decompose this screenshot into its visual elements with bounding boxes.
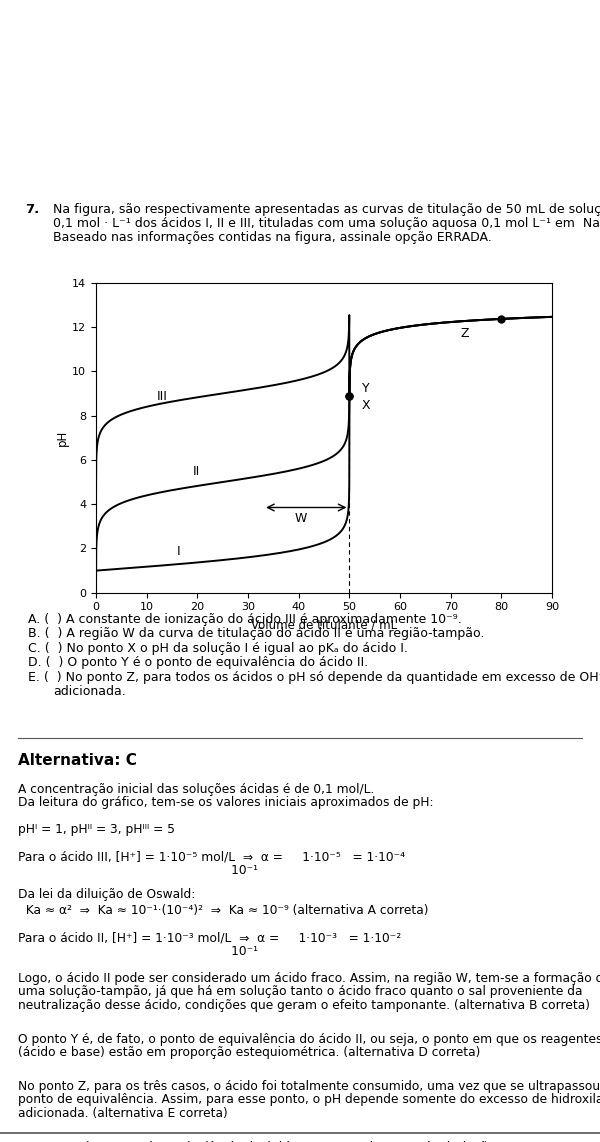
Text: A concentração inicial das soluções ácidas é de 0,1 mol/L.: A concentração inicial das soluções ácid… xyxy=(18,783,374,796)
Text: D. (  ) O ponto Y é o ponto de equivalência do ácido II.: D. ( ) O ponto Y é o ponto de equivalênc… xyxy=(28,657,368,669)
Text: Logo, o ácido II pode ser considerado um ácido fraco. Assim, na região W, tem-se: Logo, o ácido II pode ser considerado um… xyxy=(18,972,600,984)
Text: II: II xyxy=(192,466,200,478)
Text: 10⁻¹: 10⁻¹ xyxy=(18,863,258,877)
Text: Ka ≈ α²  ⇒  Ka ≈ 10⁻¹·(10⁻⁴)²  ⇒  Ka ≈ 10⁻⁹ (alternativa A correta): Ka ≈ α² ⇒ Ka ≈ 10⁻¹·(10⁻⁴)² ⇒ Ka ≈ 10⁻⁹ … xyxy=(18,904,428,917)
Text: (ácido e base) estão em proporção estequiométrica. (alternativa D correta): (ácido e base) estão em proporção estequ… xyxy=(18,1046,481,1060)
Text: ITA: ITA xyxy=(217,29,383,120)
Text: ponto de equivalência. Assim, para esse ponto, o pH depende somente do excesso d: ponto de equivalência. Assim, para esse … xyxy=(18,1094,600,1107)
Text: R E S O L V E: R E S O L V E xyxy=(512,49,579,58)
Text: Alternativa: C: Alternativa: C xyxy=(18,753,137,767)
Text: Da lei da diluição de Oswald:: Da lei da diluição de Oswald: xyxy=(18,888,195,901)
Text: O ponto Y é, de fato, o ponto de equivalência do ácido II, ou seja, o ponto em q: O ponto Y é, de fato, o ponto de equival… xyxy=(18,1032,600,1046)
Text: O ponto X é o ponto de equivalência do ácido I. O ponto da curva de titulação em: O ponto X é o ponto de equivalência do á… xyxy=(18,1141,600,1142)
Text: A. (  ) A constante de ionização do ácido III é aproximadamente 10⁻⁹.: A. ( ) A constante de ionização do ácido… xyxy=(28,613,462,626)
Text: Baseado nas informações contidas na figura, assinale opção ERRADA.: Baseado nas informações contidas na figu… xyxy=(53,231,492,243)
Text: III: III xyxy=(157,391,167,403)
Text: C. (  ) No ponto X o pH da solução I é igual ao pKₐ do ácido I.: C. ( ) No ponto X o pH da solução I é ig… xyxy=(28,642,408,654)
Text: neutralização desse ácido, condições que geram o efeito tamponante. (alternativa: neutralização desse ácido, condições que… xyxy=(18,999,590,1012)
Text: W: W xyxy=(295,512,307,525)
Text: Para o ácido II, [H⁺] = 1·10⁻³ mol/L  ⇒  α =     1·10⁻³   = 1·10⁻²: Para o ácido II, [H⁺] = 1·10⁻³ mol/L ⇒ α… xyxy=(18,932,401,944)
Text: Da leitura do gráfico, tem-se os valores iniciais aproximados de pH:: Da leitura do gráfico, tem-se os valores… xyxy=(18,796,433,810)
Text: POLIEDRO: POLIEDRO xyxy=(503,25,579,39)
Text: Z: Z xyxy=(461,327,469,339)
Text: Na figura, são respectivamente apresentadas as curvas de titulação de 50 mL de s: Na figura, são respectivamente apresenta… xyxy=(53,202,600,216)
Text: 7.: 7. xyxy=(25,202,39,216)
Text: B. (  ) A região W da curva de titulação do ácido II é uma região-tampão.: B. ( ) A região W da curva de titulação … xyxy=(28,627,484,641)
Text: adicionada.: adicionada. xyxy=(53,685,126,698)
Text: 2017: 2017 xyxy=(502,90,579,118)
Text: E. (  ) No ponto Z, para todos os ácidos o pH só depende da quantidade em excess: E. ( ) No ponto Z, para todos os ácidos … xyxy=(28,670,600,684)
Text: 0,1 mol · L⁻¹ dos ácidos I, II e III, tituladas com uma solução aquosa 0,1 mol L: 0,1 mol · L⁻¹ dos ácidos I, II e III, ti… xyxy=(53,217,600,230)
Text: Y: Y xyxy=(362,381,370,394)
Text: Para o ácido III, [H⁺] = 1·10⁻⁵ mol/L  ⇒  α =     1·10⁻⁵   = 1·10⁻⁴: Para o ácido III, [H⁺] = 1·10⁻⁵ mol/L ⇒ … xyxy=(18,851,405,863)
Y-axis label: pH: pH xyxy=(56,429,70,445)
Text: adicionada. (alternativa E correta): adicionada. (alternativa E correta) xyxy=(18,1107,228,1120)
Text: No ponto Z, para os três casos, o ácido foi totalmente consumido, uma vez que se: No ponto Z, para os três casos, o ácido … xyxy=(18,1080,600,1093)
Text: 10⁻¹: 10⁻¹ xyxy=(18,944,258,958)
Text: uma solução-tampão, já que há em solução tanto o ácido fraco quanto o sal proven: uma solução-tampão, já que há em solução… xyxy=(18,986,583,998)
Text: Química: Química xyxy=(11,135,71,151)
Text: pHᴵ = 1, pHᴵᴵ = 3, pHᴵᴵᴵ = 5: pHᴵ = 1, pHᴵᴵ = 3, pHᴵᴵᴵ = 5 xyxy=(18,823,175,836)
X-axis label: Volume de titulante / mL: Volume de titulante / mL xyxy=(251,618,397,632)
Text: I: I xyxy=(177,545,181,558)
Text: X: X xyxy=(362,399,371,412)
